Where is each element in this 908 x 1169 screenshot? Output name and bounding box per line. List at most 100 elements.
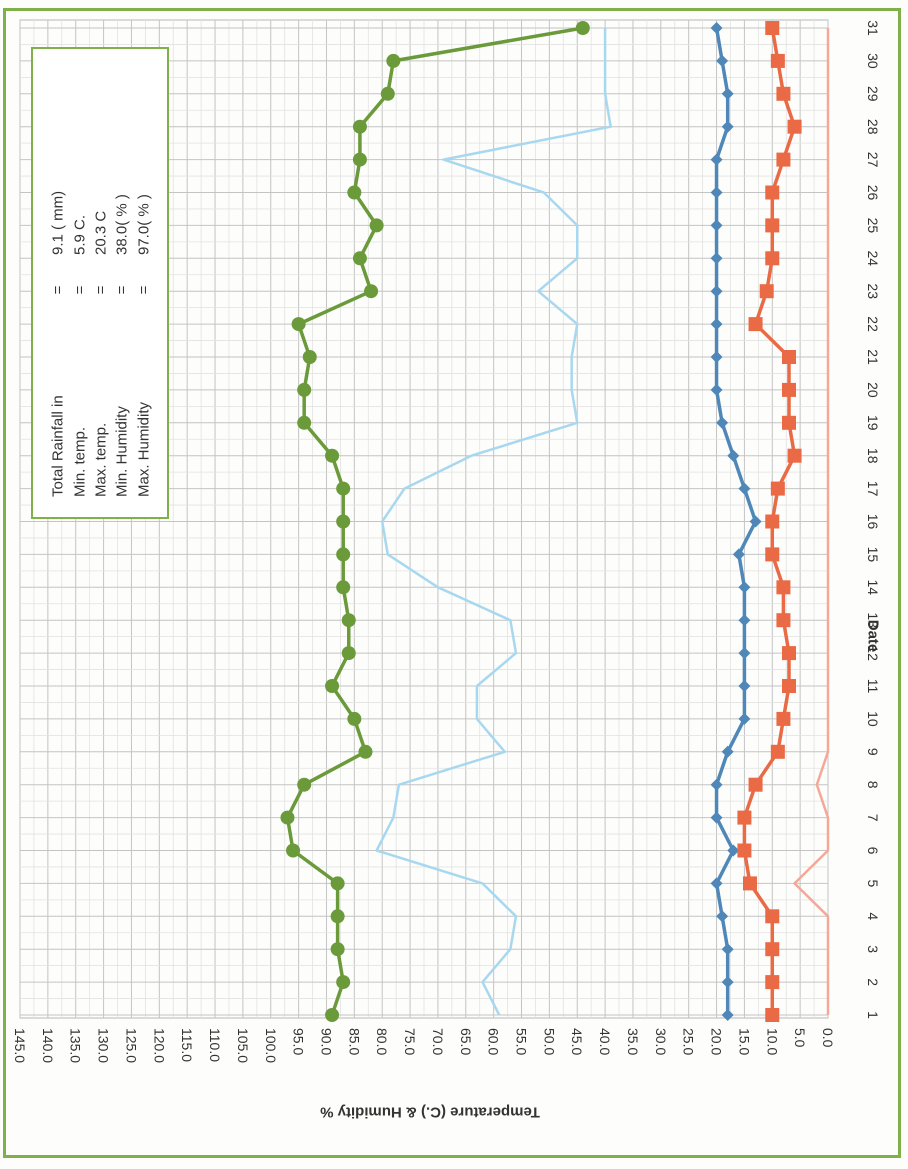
value-tick-label: 10.0 <box>764 1028 780 1055</box>
date-tick-label: 15 <box>865 547 881 563</box>
data-point-min_temp <box>770 481 785 496</box>
data-point-max_temp <box>727 844 740 857</box>
value-axis-title: Temperature (C.) & Humidity % <box>320 1104 540 1121</box>
data-point-max_temp <box>738 712 751 725</box>
date-tick-label: 4 <box>865 912 881 920</box>
data-point-max_humidity <box>330 876 345 891</box>
data-point-min_temp <box>748 317 763 332</box>
data-point-max_temp <box>738 581 751 594</box>
data-point-max_temp <box>721 976 734 989</box>
data-point-min_temp <box>770 744 785 759</box>
data-point-max_humidity <box>325 679 340 693</box>
summary-row-label: Min. Humidity <box>114 406 131 497</box>
data-point-max_humidity <box>336 481 351 496</box>
value-tick-label: 0.0 <box>820 1028 836 1048</box>
data-point-max_humidity <box>386 53 401 68</box>
data-point-min_temp <box>765 21 780 35</box>
date-tick-label: 24 <box>865 251 881 267</box>
data-point-max_humidity <box>341 646 356 661</box>
date-tick-label: 1 <box>865 1011 881 1019</box>
date-axis-ticks: 1234567891011121314151617181920212223242… <box>865 20 881 1019</box>
data-point-max_humidity <box>336 580 351 595</box>
series-line-rainfall <box>793 28 830 1015</box>
data-point-max_temp <box>710 22 723 34</box>
date-tick-label: 14 <box>865 580 881 596</box>
summary-box: Total Rainfall in = 9.1 ( mm) Min. temp. = 5.… <box>31 47 169 519</box>
data-point-max_humidity <box>380 86 395 101</box>
data-point-min_temp <box>737 843 752 858</box>
data-point-min_temp <box>737 810 752 825</box>
value-tick-label: 100.0 <box>263 1028 279 1063</box>
data-point-max_humidity <box>297 415 312 430</box>
data-point-max_temp <box>710 383 723 396</box>
data-point-min_temp <box>781 350 796 364</box>
data-point-min_temp <box>759 284 774 299</box>
summary-box-border <box>31 47 169 519</box>
data-point-max_humidity <box>297 382 312 397</box>
data-point-min_temp <box>765 514 780 529</box>
data-point-min_temp <box>748 777 763 792</box>
value-tick-label: 110.0 <box>207 1028 223 1062</box>
value-tick-label: 125.0 <box>123 1028 139 1063</box>
summary-row-value: 20.3 C <box>93 211 110 255</box>
data-point-max_humidity <box>302 350 317 364</box>
data-point-max_humidity <box>352 119 367 134</box>
date-tick-label: 13 <box>865 612 881 628</box>
data-point-min_temp <box>776 613 791 628</box>
data-point-max_humidity <box>364 284 379 299</box>
value-tick-label: 105.0 <box>235 1028 251 1063</box>
data-point-max_temp <box>710 877 723 890</box>
date-tick-label: 20 <box>865 382 881 398</box>
data-point-max_humidity <box>358 744 373 759</box>
data-point-min_temp <box>765 547 780 562</box>
data-point-max_temp <box>721 87 734 100</box>
date-tick-label: 10 <box>865 711 881 727</box>
value-tick-label: 95.0 <box>291 1028 307 1055</box>
data-point-min_temp <box>776 86 791 101</box>
value-tick-label: 80.0 <box>374 1028 390 1055</box>
date-tick-label: 21 <box>865 349 881 365</box>
summary-row-value: 38.0( % ) <box>114 194 131 255</box>
data-point-max_humidity <box>341 613 356 628</box>
data-point-max_humidity <box>330 942 345 957</box>
data-point-max_humidity <box>325 448 340 463</box>
data-point-max_humidity <box>575 21 590 35</box>
summary-row-value: 97.0( % ) <box>136 194 153 255</box>
value-tick-label: 15.0 <box>736 1028 752 1055</box>
data-point-max_temp <box>710 186 723 199</box>
value-tick-label: 35.0 <box>625 1028 641 1055</box>
value-tick-label: 50.0 <box>541 1028 557 1055</box>
data-point-max_temp <box>710 778 723 791</box>
date-tick-label: 19 <box>865 415 881 431</box>
value-tick-label: 45.0 <box>569 1028 585 1055</box>
date-tick-label: 25 <box>865 218 881 234</box>
value-tick-label: 90.0 <box>318 1028 334 1055</box>
series-min_humidity <box>375 28 612 1016</box>
date-tick-label: 17 <box>865 481 881 497</box>
data-point-max_humidity <box>336 975 351 990</box>
date-tick-label: 6 <box>865 847 881 855</box>
data-point-max_temp <box>716 416 729 429</box>
value-axis-ticks: 0.0 5.0 10.0 15.0 20.0 25.0 30.0 35.0 40.0 45.0 50… <box>12 1028 836 1063</box>
value-tick-label: 60.0 <box>486 1028 502 1055</box>
data-point-max_humidity <box>280 810 295 825</box>
series-rainfall <box>793 28 830 1015</box>
data-point-min_temp <box>787 119 802 134</box>
data-point-max_temp <box>721 745 734 758</box>
value-tick-label: 130.0 <box>96 1028 112 1063</box>
data-point-min_temp <box>787 448 802 463</box>
value-tick-label: 5.0 <box>792 1028 808 1048</box>
data-point-min_temp <box>770 53 785 68</box>
date-tick-label: 26 <box>865 185 881 201</box>
value-tick-label: 30.0 <box>653 1028 669 1055</box>
value-tick-label: 20.0 <box>709 1028 725 1055</box>
data-point-max_temp <box>716 910 729 923</box>
data-point-max_temp <box>721 120 734 133</box>
date-tick-label: 31 <box>865 20 881 36</box>
date-tick-label: 7 <box>865 814 881 822</box>
data-point-max_temp <box>710 252 723 265</box>
data-point-max_humidity <box>286 843 301 858</box>
summary-row-separator: = <box>93 285 110 294</box>
data-point-min_temp <box>781 382 796 397</box>
